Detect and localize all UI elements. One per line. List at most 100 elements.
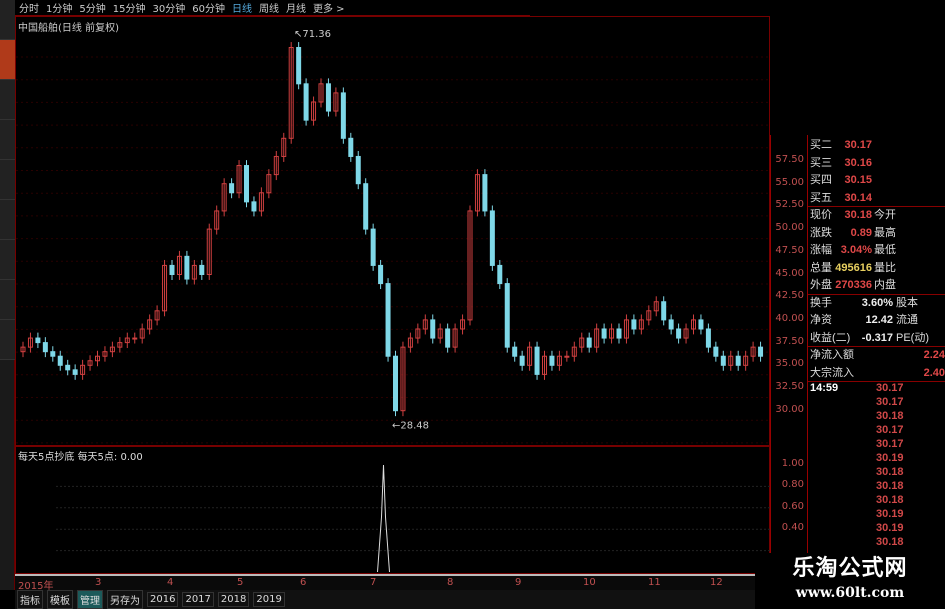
month-label: 6 (300, 577, 307, 588)
candle (214, 210, 220, 230)
quote-label: 今开 (874, 209, 896, 221)
candle (251, 201, 257, 212)
candle (325, 83, 331, 112)
high-annotation: ↖71.36 (294, 29, 331, 40)
candle (176, 255, 182, 275)
quote-label: 买五 (810, 191, 832, 204)
candle (743, 355, 749, 366)
period-tab[interactable]: 1分钟 (46, 4, 73, 15)
quote-label: 最低 (874, 244, 896, 256)
tick-price: 30.18 (876, 536, 904, 548)
quote-row: 外盘 270336 内盘 (808, 277, 945, 294)
candle (623, 319, 629, 339)
candle (586, 337, 592, 348)
divider (808, 206, 945, 207)
candle (266, 174, 272, 194)
candle (199, 264, 205, 275)
indicator-chart[interactable] (15, 446, 771, 574)
quote-value: 3.04% (840, 244, 872, 256)
candle (281, 137, 287, 157)
candle (489, 210, 495, 266)
candle (735, 355, 741, 366)
quote-value: 0.89 (850, 226, 872, 239)
candle (750, 346, 756, 357)
period-tab[interactable]: 更多 > (312, 4, 345, 15)
quote-label: 现价 (810, 209, 832, 221)
period-tab[interactable]: 5分钟 (79, 4, 106, 15)
candle (154, 310, 160, 321)
candle (236, 165, 242, 194)
tick-price: 30.18 (876, 466, 904, 478)
candle (191, 264, 197, 280)
bottom-tab[interactable]: 另存为 (107, 590, 143, 609)
candle (147, 319, 153, 330)
bottom-tab[interactable]: 指标 (17, 590, 43, 609)
bottom-tab[interactable]: 2017 (182, 592, 214, 607)
candle (504, 283, 510, 348)
quote-label: 买四 (810, 174, 832, 186)
tick-price: 30.19 (876, 452, 904, 464)
indicator-title: 每天5点抄底 每天5点: 0.00 (18, 448, 143, 463)
sidebar-tab[interactable] (0, 320, 15, 360)
sidebar-tab[interactable] (0, 160, 15, 200)
indicator-value: 每天5点: 0.00 (77, 452, 143, 463)
time-axis: 2015年 3 4 5 6 7 8 9 10 11 12 (15, 574, 770, 592)
quote-value: 30.17 (844, 139, 872, 151)
period-tab[interactable]: 分时 (19, 4, 39, 15)
sidebar-tab[interactable] (0, 80, 15, 120)
candle (474, 174, 480, 212)
candle (676, 328, 682, 339)
quote-value: 30.15 (844, 174, 872, 186)
sidebar-tab-active[interactable] (0, 40, 15, 80)
sidebar-tab[interactable] (0, 240, 15, 280)
candle (527, 346, 533, 366)
bottom-tab[interactable]: 2019 (253, 592, 285, 607)
candle (117, 342, 123, 348)
candle (400, 346, 406, 412)
candle (296, 47, 302, 85)
candle (206, 228, 212, 276)
month-label: 7 (370, 577, 377, 588)
low-annotation: ←28.48 (392, 421, 429, 432)
period-tab[interactable]: 15分钟 (112, 4, 146, 15)
candle (87, 360, 93, 366)
chart-title: 中国船舶(日线 前复权) (18, 23, 119, 34)
period-tab[interactable]: 60分钟 (192, 4, 225, 15)
sidebar-tab[interactable] (0, 280, 15, 320)
quote-value: 12.42 (865, 314, 893, 326)
quote-label: 净流入额 (810, 349, 854, 361)
bottom-tab[interactable]: 模板 (47, 590, 73, 609)
price-tick-label: 30.00 (775, 403, 804, 415)
candle (109, 346, 115, 353)
quote-row: 现价 30.18 今开 (808, 207, 945, 224)
bottom-tab[interactable]: 管理 (77, 590, 103, 609)
candle (720, 355, 726, 366)
candle (549, 355, 555, 366)
price-tick-label: 52.50 (775, 199, 804, 211)
quote-value: 30.18 (844, 209, 872, 221)
quote-label: 大宗流入 (810, 366, 854, 379)
quote-value: 30.16 (844, 156, 872, 169)
tick-price: 30.17 (876, 382, 904, 394)
sidebar-tab[interactable] (0, 200, 15, 240)
month-label: 11 (648, 577, 661, 588)
period-tab[interactable]: 周线 (258, 4, 279, 15)
quote-label: 买二 (810, 139, 832, 151)
price-tick-label: 40.00 (775, 312, 804, 324)
candle (102, 351, 108, 357)
bottom-tab[interactable]: 2018 (217, 592, 250, 607)
quote-row: 大宗流入 2.40 (808, 365, 945, 382)
candle (437, 328, 443, 339)
candle (482, 174, 488, 212)
bottom-tab[interactable]: 2016 (147, 592, 179, 607)
sidebar-tab[interactable] (0, 120, 15, 160)
period-tab[interactable]: 日线 (231, 4, 252, 15)
candle (303, 83, 309, 121)
price-chart[interactable]: ↖71.36 ←28.48 (15, 16, 771, 446)
period-tab[interactable]: 月线 (285, 4, 306, 15)
tick-price: 30.18 (876, 410, 904, 422)
period-tab[interactable]: 30分钟 (152, 4, 186, 15)
candle (638, 319, 644, 330)
sidebar-tab[interactable] (0, 0, 15, 40)
quote-label: 换手 (810, 296, 832, 309)
